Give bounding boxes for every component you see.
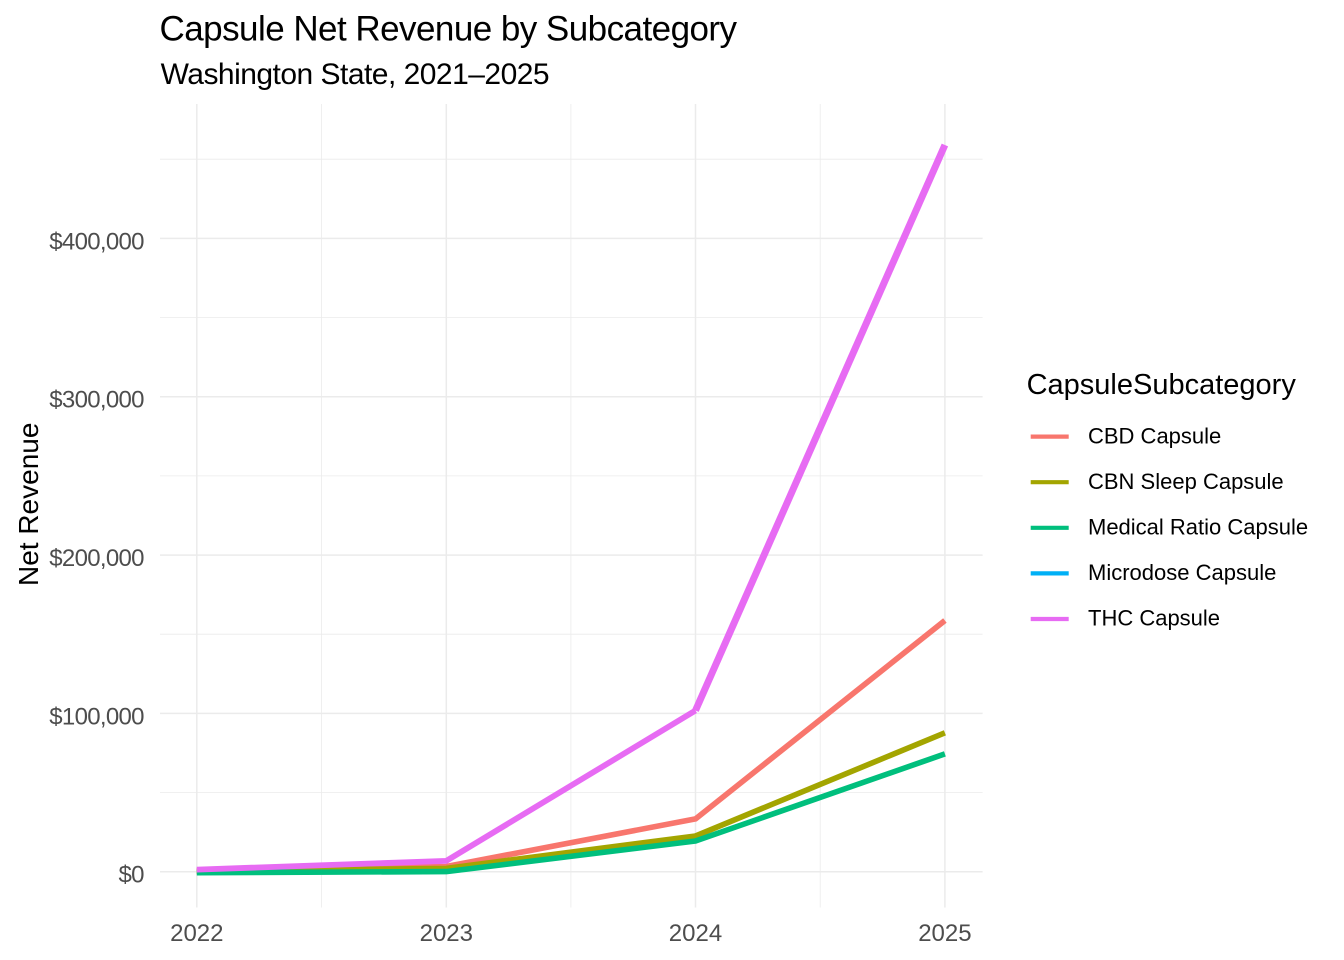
svg-text:CBN Sleep Capsule: CBN Sleep Capsule bbox=[1088, 469, 1284, 494]
svg-text:CBD Capsule: CBD Capsule bbox=[1088, 423, 1221, 448]
svg-text:$100,000: $100,000 bbox=[49, 703, 144, 730]
svg-text:2025: 2025 bbox=[918, 920, 971, 947]
svg-text:$300,000: $300,000 bbox=[49, 387, 144, 414]
svg-text:2022: 2022 bbox=[170, 920, 223, 947]
svg-text:Washington State, 2021–2025: Washington State, 2021–2025 bbox=[161, 58, 549, 91]
svg-text:$200,000: $200,000 bbox=[49, 545, 144, 572]
svg-text:$400,000: $400,000 bbox=[49, 228, 144, 255]
svg-text:2023: 2023 bbox=[420, 920, 473, 947]
svg-text:Medical Ratio Capsule: Medical Ratio Capsule bbox=[1088, 515, 1308, 540]
svg-text:THC Capsule: THC Capsule bbox=[1088, 606, 1220, 631]
svg-text:Capsule Net Revenue by Subcate: Capsule Net Revenue by Subcategory bbox=[160, 9, 738, 48]
svg-text:Net Revenue: Net Revenue bbox=[13, 423, 44, 586]
svg-text:Microdose Capsule: Microdose Capsule bbox=[1088, 560, 1276, 585]
svg-text:CapsuleSubcategory: CapsuleSubcategory bbox=[1027, 369, 1297, 401]
svg-text:2024: 2024 bbox=[669, 920, 722, 947]
svg-text:$0: $0 bbox=[119, 862, 145, 889]
